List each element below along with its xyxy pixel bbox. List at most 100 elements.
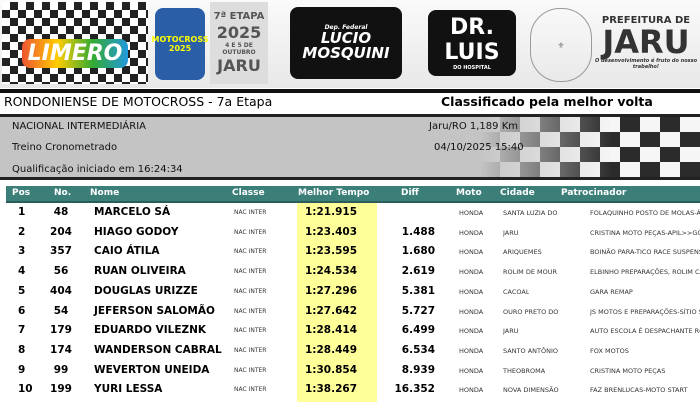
divider <box>0 89 700 93</box>
sponsor-banner: LIMERO MOTOCROSS 2025 7ª ETAPA 2025 4 E … <box>0 0 700 88</box>
cell-moto: HONDA <box>459 366 484 375</box>
cell-moto: HONDA <box>459 228 484 237</box>
cell-cidade: ARIQUEMES <box>503 248 542 257</box>
cell-diff: 6.534 <box>401 343 435 356</box>
cell-no: 174 <box>50 343 72 356</box>
dr-luis-logo: DR. LUIS DO HOSPITAL <box>428 10 516 76</box>
cell-cidade: NOVA DIMENSÃO <box>503 386 559 395</box>
cell-diff: 1.680 <box>401 245 435 258</box>
divider <box>6 201 700 203</box>
cell-moto: HONDA <box>459 346 484 355</box>
table-row: 2 204 HIAGO GODOY NAC INTER 1:23.403 1.488 HON… <box>0 223 700 242</box>
cell-nome: JEFERSON SALOMÃO <box>94 304 215 317</box>
cell-no: 357 <box>50 245 72 258</box>
municipal-seal: ⚜ <box>530 8 592 82</box>
cell-tempo: 1:23.595 <box>305 245 358 258</box>
cell-diff: 16.352 <box>394 383 435 396</box>
cell-pos: 7 <box>18 324 26 337</box>
cell-pos: 2 <box>18 225 26 238</box>
cell-nome: MARCELO SÁ <box>94 206 171 218</box>
cell-pos: 8 <box>18 343 26 356</box>
cell-no: 179 <box>50 324 72 337</box>
cell-pos: 3 <box>18 245 26 258</box>
cell-patrocinador: CRISTINA MOTO PEÇAS <box>590 366 666 375</box>
cell-nome: WEVERTON UNEIDA <box>94 363 210 376</box>
cell-tempo: 1:27.296 <box>305 284 358 297</box>
cell-tempo: 1:23.403 <box>305 225 358 238</box>
cell-pos: 4 <box>18 265 26 278</box>
cell-cidade: OURO PRETO DO <box>503 307 559 316</box>
cell-no: 54 <box>53 304 69 317</box>
cell-patrocinador: FOX MOTOS <box>590 346 629 355</box>
table-row: 9 99 WEVERTON UNEIDA NAC INTER 1:30.854 8.939… <box>0 361 700 380</box>
cell-patrocinador: FAZ BRENLUCAS-MOTO START <box>590 386 688 395</box>
cell-moto: HONDA <box>459 287 484 296</box>
cell-nome: DOUGLAS URIZZE <box>94 284 198 297</box>
cell-classe: NAC INTER <box>234 228 267 236</box>
cell-cidade: THEOBROMA <box>503 366 546 375</box>
cell-patrocinador: AUTO ESCOLA É DESPACHANTE ROBERTO-CLEIDE <box>590 327 700 336</box>
cell-cidade: CACOAL <box>503 287 530 296</box>
cell-diff: 6.499 <box>401 324 435 337</box>
cell-nome: RUAN OLIVEIRA <box>94 265 186 278</box>
cell-no: 56 <box>53 265 69 278</box>
cell-tempo: 1:28.414 <box>305 324 358 337</box>
motocross-logo: MOTOCROSS 2025 <box>152 8 209 80</box>
event-badge: 7ª ETAPA 2025 4 E 5 DE OUTUBRO JARU <box>210 2 268 84</box>
cell-diff: 2.619 <box>401 265 435 278</box>
cell-cidade: SANTA LUZIA DO <box>503 209 558 217</box>
cell-moto: HONDA <box>459 248 484 257</box>
cell-nome: WANDERSON CABRAL <box>94 343 222 356</box>
best-time-highlight <box>297 203 377 402</box>
cell-pos: 6 <box>18 304 26 317</box>
table-row: 8 174 WANDERSON CABRAL NAC INTER 1:28.449 6.5… <box>0 341 700 360</box>
category: NACIONAL INTERMEDIÁRIA <box>12 121 146 132</box>
cell-cidade: JARU <box>503 327 519 336</box>
cell-classe: NAC INTER <box>234 287 267 295</box>
cell-tempo: 1:27.642 <box>305 304 358 317</box>
cell-diff: 5.381 <box>401 284 435 297</box>
cell-diff: 8.939 <box>401 363 435 376</box>
cell-classe: NAC INTER <box>234 248 267 256</box>
table-row: 7 179 EDUARDO VILEZNK NAC INTER 1:28.414 6.49… <box>0 321 700 340</box>
cell-classe: NAC INTER <box>234 366 267 374</box>
ranking-mode: Classificado pela melhor volta <box>441 94 653 109</box>
cell-cidade: JARU <box>503 228 519 237</box>
cell-diff: 5.727 <box>401 304 435 317</box>
cell-classe: NAC INTER <box>234 327 267 335</box>
event-title: RONDONIENSE DE MOTOCROSS - 7a Etapa <box>4 94 273 109</box>
cell-no: 48 <box>53 206 69 218</box>
cell-moto: HONDA <box>459 209 484 217</box>
table-row: 3 357 CAIO ÁTILA NAC INTER 1:23.595 1.680 HOND… <box>0 242 700 261</box>
cell-pos: 1 <box>18 206 26 218</box>
cell-cidade: ROLIM DE MOUR <box>503 268 558 277</box>
cell-classe: NAC INTER <box>234 307 267 315</box>
cell-nome: YURI LESSA <box>94 383 163 396</box>
cell-patrocinador: BOINÃO PARA-TICO RACE SUSPENSÃO-PICAPAU <box>590 248 700 257</box>
cell-nome: EDUARDO VILEZNK <box>94 324 207 337</box>
cell-no: 204 <box>50 225 72 238</box>
session-info-panel: NACIONAL INTERMEDIÁRIA Treino Cronometra… <box>0 114 700 180</box>
cell-classe: NAC INTER <box>234 386 267 394</box>
table-row: 4 56 RUAN OLIVEIRA NAC INTER 1:24.534 2.619 HO… <box>0 262 700 281</box>
prefeitura-logo: PREFEITURA DE JARU O desenvolvimento é f… <box>594 14 698 70</box>
cell-tempo: 1:38.267 <box>305 383 358 396</box>
cell-pos: 10 <box>18 383 33 396</box>
cell-tempo: 1:28.449 <box>305 343 358 356</box>
cell-nome: HIAGO GODOY <box>94 225 179 238</box>
table-header: Pos No. Nome Classe Melhor Tempo Diff Mo… <box>6 186 700 201</box>
cell-moto: HONDA <box>459 327 484 336</box>
track-info: Jaru/RO 1,189 Km <box>429 121 518 132</box>
cell-no: 404 <box>50 284 72 297</box>
cell-moto: HONDA <box>459 386 484 395</box>
session-type: Treino Cronometrado <box>12 142 118 153</box>
cell-classe: NAC INTER <box>234 209 267 216</box>
lucio-mosquini-logo: Dep. Federal LUCIO MOSQUINI <box>290 7 402 79</box>
cell-patrocinador: GARA REMAP <box>590 287 633 296</box>
cell-classe: NAC INTER <box>234 268 267 276</box>
cell-diff: 1.488 <box>401 225 435 238</box>
cell-classe: NAC INTER <box>234 346 267 354</box>
cell-patrocinador: FOLAQUINHO POSTO DE MOLAS-ÁGUIA MOTOS <box>590 209 700 217</box>
session-datetime: 04/10/2025 15:40 <box>434 142 524 153</box>
table-row: 10 199 YURI LESSA NAC INTER 1:38.267 16.352 HO… <box>0 380 700 399</box>
